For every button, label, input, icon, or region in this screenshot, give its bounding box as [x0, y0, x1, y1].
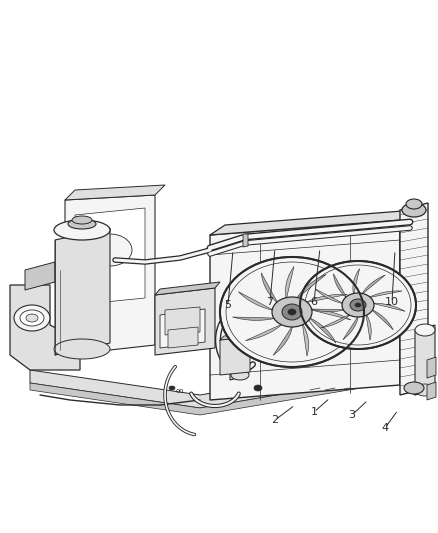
Polygon shape: [168, 327, 198, 348]
Polygon shape: [210, 210, 415, 235]
Polygon shape: [305, 294, 347, 303]
Polygon shape: [65, 195, 155, 355]
Polygon shape: [55, 228, 110, 355]
Polygon shape: [155, 288, 215, 355]
Ellipse shape: [404, 382, 424, 394]
Polygon shape: [25, 262, 55, 290]
Ellipse shape: [14, 305, 50, 331]
Polygon shape: [372, 303, 405, 311]
Polygon shape: [427, 382, 436, 400]
Polygon shape: [220, 337, 250, 375]
Polygon shape: [165, 307, 200, 335]
Polygon shape: [310, 309, 346, 312]
Polygon shape: [230, 285, 248, 380]
Polygon shape: [315, 289, 344, 304]
Ellipse shape: [355, 303, 361, 307]
Polygon shape: [353, 269, 360, 295]
Polygon shape: [400, 210, 415, 395]
Polygon shape: [286, 266, 294, 299]
Polygon shape: [333, 273, 347, 298]
Ellipse shape: [220, 257, 364, 367]
Ellipse shape: [68, 219, 96, 229]
Text: 7: 7: [266, 297, 274, 307]
Ellipse shape: [402, 203, 426, 217]
Polygon shape: [160, 309, 205, 348]
Text: 4: 4: [381, 423, 389, 433]
Ellipse shape: [231, 285, 249, 295]
Text: 10: 10: [385, 297, 399, 307]
Text: 2: 2: [272, 415, 279, 425]
Polygon shape: [245, 324, 283, 341]
Text: 6: 6: [311, 297, 318, 307]
Ellipse shape: [169, 386, 175, 390]
Polygon shape: [220, 333, 254, 340]
Polygon shape: [233, 317, 276, 320]
Polygon shape: [261, 273, 278, 303]
Ellipse shape: [350, 299, 366, 311]
Polygon shape: [415, 325, 435, 395]
Ellipse shape: [415, 384, 435, 396]
Polygon shape: [10, 285, 80, 370]
Ellipse shape: [231, 370, 249, 380]
Polygon shape: [297, 274, 326, 299]
Ellipse shape: [272, 297, 312, 327]
Ellipse shape: [300, 261, 416, 349]
Ellipse shape: [26, 314, 38, 322]
Polygon shape: [400, 203, 428, 395]
Ellipse shape: [72, 216, 92, 224]
Polygon shape: [65, 185, 165, 200]
Polygon shape: [238, 292, 274, 311]
Ellipse shape: [20, 310, 44, 326]
Ellipse shape: [254, 385, 262, 391]
Polygon shape: [366, 314, 371, 341]
Polygon shape: [310, 310, 351, 320]
Polygon shape: [155, 282, 220, 295]
Polygon shape: [361, 275, 385, 295]
Ellipse shape: [54, 339, 110, 359]
Text: 1: 1: [311, 407, 318, 417]
Ellipse shape: [54, 220, 110, 240]
Ellipse shape: [342, 293, 374, 317]
Polygon shape: [321, 314, 351, 328]
Polygon shape: [30, 358, 428, 408]
Ellipse shape: [288, 309, 296, 315]
Ellipse shape: [282, 304, 302, 320]
Ellipse shape: [88, 234, 132, 266]
Polygon shape: [309, 317, 336, 343]
Polygon shape: [427, 357, 436, 378]
Polygon shape: [210, 220, 400, 400]
Polygon shape: [371, 309, 393, 330]
Polygon shape: [343, 316, 358, 340]
Ellipse shape: [406, 199, 422, 209]
Text: 5: 5: [225, 300, 232, 310]
Text: 3: 3: [349, 410, 356, 420]
Polygon shape: [75, 208, 145, 305]
Ellipse shape: [415, 324, 435, 336]
Text: oo: oo: [176, 388, 184, 394]
Polygon shape: [243, 234, 248, 247]
Polygon shape: [273, 326, 293, 356]
Polygon shape: [302, 323, 309, 356]
Polygon shape: [368, 291, 402, 298]
Polygon shape: [30, 371, 420, 415]
